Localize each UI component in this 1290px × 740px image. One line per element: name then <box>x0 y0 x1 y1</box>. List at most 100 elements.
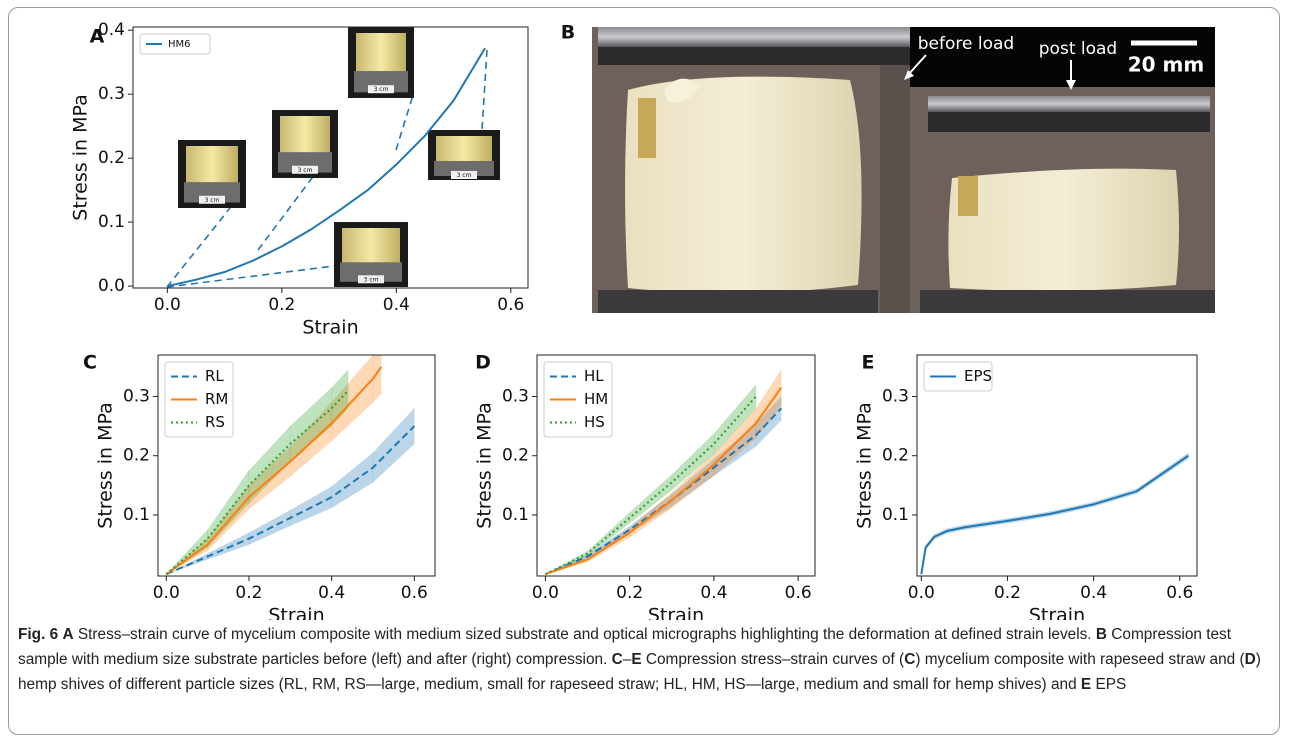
y-tick-label: 0.1 <box>502 505 529 525</box>
x-axis-label: Strain <box>648 605 704 621</box>
micrograph-label: 3 cm <box>205 197 220 204</box>
y-tick-label: 0.0 <box>98 276 125 296</box>
panel-label: A <box>90 26 105 48</box>
micrograph-sample <box>436 136 492 164</box>
sample-before-patch <box>638 98 656 158</box>
x-tick-label: 0.4 <box>1080 583 1107 603</box>
sample-after <box>948 169 1179 291</box>
legend-label: HL <box>584 367 604 385</box>
photo-text: before load <box>918 34 1014 54</box>
photo-text: post load <box>1039 39 1117 59</box>
sample-before <box>625 77 862 294</box>
error-band <box>332 453 373 508</box>
legend-label: EPS <box>964 367 992 385</box>
figure: 3 cm3 cm3 cm3 cm3 cm before load post lo… <box>0 0 1290 620</box>
legend-label: HS <box>584 413 605 431</box>
bottom-plate <box>598 290 878 313</box>
caption-text: B <box>1096 626 1107 643</box>
x-tick-label: 0.0 <box>154 295 181 315</box>
caption-text: C <box>612 651 623 668</box>
y-tick-label: 0.3 <box>502 386 529 406</box>
legend-label: RL <box>205 367 224 385</box>
legend-label: RS <box>205 413 225 431</box>
x-axis-label: Strain <box>302 317 358 339</box>
caption-text: EPS <box>1091 676 1126 693</box>
x-tick-label: 0.6 <box>497 295 524 315</box>
panel-label: E <box>862 352 875 374</box>
top-plate-2 <box>928 96 1210 112</box>
caption-text: ) mycelium composite with rapeseed straw… <box>915 651 1244 668</box>
caption-text: A <box>62 626 73 643</box>
panel-label: B <box>561 22 575 44</box>
y-axis-label: Stress in MPa <box>854 402 876 528</box>
y-axis-label: Stress in MPa <box>474 402 496 528</box>
scale-label: 20 mm <box>1128 53 1204 77</box>
caption-text: E <box>631 651 641 668</box>
micrograph-label: 3 cm <box>364 276 379 283</box>
y-tick-label: 0.2 <box>882 446 909 466</box>
y-axis-label: Stress in MPa <box>95 402 117 528</box>
caption: Fig. 6 A Stress–strain curve of mycelium… <box>18 622 1273 697</box>
error-band <box>373 408 414 482</box>
caption-text: Compression stress–strain curves of ( <box>642 651 905 668</box>
x-tick-label: 0.6 <box>785 583 812 603</box>
x-tick-label: 0.0 <box>908 583 935 603</box>
chart: 0.0 0.2 0.4 0.6 0.1 0.2 0.3 Strain Stress in MPa… <box>474 352 816 621</box>
x-tick-label: 0.2 <box>235 583 262 603</box>
y-tick-label: 0.1 <box>123 505 150 525</box>
photo-column <box>880 27 910 313</box>
x-tick-label: 0.0 <box>153 583 180 603</box>
top-plate-edge <box>598 47 910 65</box>
micrograph-sample <box>186 146 238 183</box>
legend-label: HM <box>584 390 608 408</box>
sample-after-patch <box>958 176 978 216</box>
caption-text: D <box>1245 651 1256 668</box>
connector <box>396 92 414 150</box>
micrograph-sample <box>356 33 406 72</box>
micrograph-sample <box>342 228 400 264</box>
x-tick-label: 0.2 <box>994 583 1021 603</box>
connector <box>167 208 230 287</box>
x-tick-label: 0.2 <box>268 295 295 315</box>
top-plate-2-edge <box>928 112 1210 132</box>
micrograph-sample <box>280 116 330 153</box>
y-tick-label: 0.3 <box>98 84 125 104</box>
figure-page: 3 cm3 cm3 cm3 cm3 cm before load post lo… <box>0 0 1290 740</box>
caption-text: E <box>1081 676 1091 693</box>
x-tick-label: 0.4 <box>700 583 727 603</box>
micrograph-label: 3 cm <box>457 172 472 179</box>
x-tick-label: 0.6 <box>1166 583 1193 603</box>
caption-text: Fig. 6 <box>18 626 58 643</box>
x-tick-label: 0.4 <box>318 583 345 603</box>
y-tick-label: 0.3 <box>882 386 909 406</box>
y-tick-label: 0.2 <box>98 148 125 168</box>
bottom-plate-2 <box>920 290 1215 313</box>
x-tick-label: 0.4 <box>383 295 410 315</box>
error-band <box>166 530 207 574</box>
connector <box>482 50 487 130</box>
y-axis-label: Stress in MPa <box>70 94 92 220</box>
x-tick-label: 0.2 <box>616 583 643 603</box>
error-band <box>290 487 331 526</box>
micrograph-label: 3 cm <box>374 86 389 93</box>
caption-text: Stress–strain curve of mycelium composit… <box>74 626 1096 643</box>
legend-label: RM <box>205 390 228 408</box>
x-tick-label: 0.0 <box>532 583 559 603</box>
y-tick-label: 0.1 <box>882 505 909 525</box>
y-tick-label: 0.2 <box>502 446 529 466</box>
connector <box>258 170 318 250</box>
plot-area <box>921 453 1188 574</box>
panel-label: C <box>83 352 97 374</box>
photo: before load post load 20 mm B <box>561 22 1215 314</box>
top-plate <box>598 27 910 47</box>
micrographs: 3 cm3 cm3 cm3 cm3 cm <box>178 27 500 287</box>
y-tick-label: 0.1 <box>98 212 125 232</box>
caption-text: C <box>904 651 915 668</box>
legend-label: HM6 <box>168 39 191 50</box>
y-tick-label: 0.2 <box>123 446 150 466</box>
x-axis-label: Strain <box>268 605 324 621</box>
y-tick-label: 0.3 <box>123 386 150 406</box>
panel-label: D <box>475 352 491 374</box>
